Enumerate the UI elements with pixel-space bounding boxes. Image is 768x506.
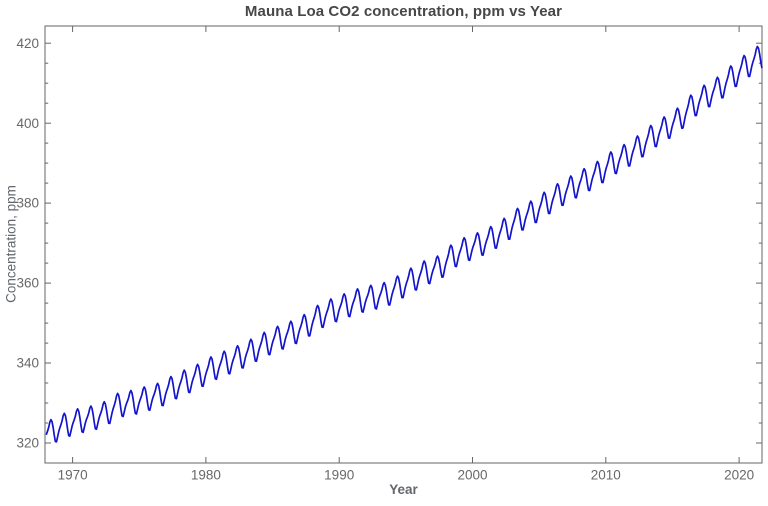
y-tick-label: 420 (16, 36, 39, 51)
co2-data-line (45, 45, 763, 443)
y-tick-label: 400 (16, 116, 39, 131)
y-tick-label: 360 (16, 276, 39, 291)
y-tick-label: 320 (16, 436, 39, 451)
axis-ticks (45, 26, 762, 463)
x-tick-label: 2000 (457, 468, 487, 483)
x-tick-label: 1990 (324, 468, 354, 483)
x-tick-label: 2010 (591, 468, 621, 483)
x-axis-label: Year (389, 482, 418, 497)
y-tick-label: 380 (16, 196, 39, 211)
plot-frame (44, 25, 763, 464)
x-tick-label: 1980 (191, 468, 221, 483)
y-tick-label: 340 (16, 356, 39, 371)
x-tick-label: 2020 (724, 468, 754, 483)
chart-title: Mauna Loa CO2 concentration, ppm vs Year (244, 3, 563, 20)
tick-labels: 1970 1980 1990 2000 2010 2020 320 340 360 380 400 4… (16, 36, 754, 483)
x-tick-label: 1970 (58, 468, 88, 483)
